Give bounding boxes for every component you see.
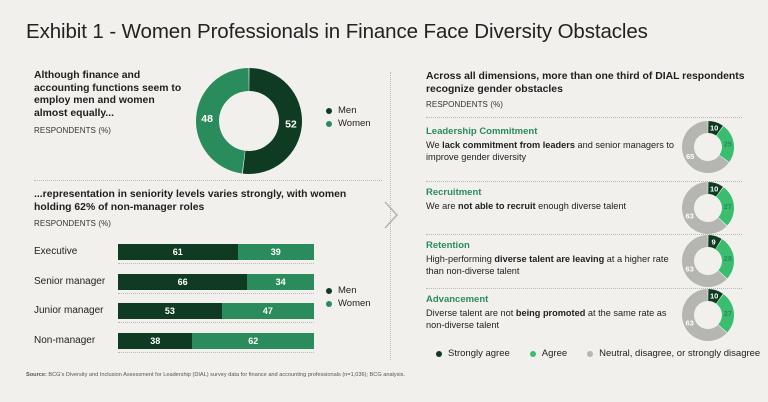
men-slice xyxy=(242,68,302,174)
agreement-legend: Strongly agree Agree Neutral, disagree, … xyxy=(436,347,760,360)
neutral-slice xyxy=(682,182,727,234)
strongly-agree-value-label: 10 xyxy=(710,124,718,133)
category-description: High-performing diverse talent are leavi… xyxy=(426,254,669,276)
category-description: We lack commitment from leaders and seni… xyxy=(426,140,675,162)
agree-value-label: 27 xyxy=(724,202,732,211)
strongly-agree-slice xyxy=(708,235,722,250)
agreement-donut-chart: 10 27 63 xyxy=(682,182,734,234)
strongly-agree-slice xyxy=(708,289,723,304)
right-heading: Across all dimensions, more than one thi… xyxy=(426,71,745,95)
page-title: Exhibit 1 - Women Professionals in Finan… xyxy=(26,20,648,43)
bar-legend-women-label: Women xyxy=(338,298,371,309)
legend-men: Men xyxy=(326,104,371,117)
bar-segment-men: 53 xyxy=(118,303,222,319)
women-slice xyxy=(196,68,249,174)
right-divider-0 xyxy=(426,117,742,118)
category-title: Recruitment xyxy=(426,187,482,198)
left-bottom-heading: ...representation in seniority levels va… xyxy=(34,189,347,213)
source-footer: Source: BCG's Diversity and Inclusion As… xyxy=(26,372,405,378)
bar-category-label: Executive xyxy=(34,246,78,257)
bar-segment-men: 66 xyxy=(118,273,248,290)
agreement-donut-chart: 9 28 63 xyxy=(682,235,734,287)
neutral-dot-icon xyxy=(587,350,594,357)
legend-women: Women xyxy=(326,117,371,130)
bar-segment-women: 47 xyxy=(221,303,314,319)
right-row-divider xyxy=(426,181,742,182)
strongly-agree-value-label: 10 xyxy=(710,292,718,301)
women-dot-icon xyxy=(326,300,332,307)
footer-text: BCG's Diversity and Inclusion Assessment… xyxy=(46,372,405,378)
agree-dot-icon xyxy=(529,350,536,357)
bar-row-divider xyxy=(118,292,314,294)
legend-strongly-agree-label: Strongly agree xyxy=(448,348,510,359)
donut-legend: Men Women xyxy=(326,104,371,130)
left-top-heading: Although finance and accounting function… xyxy=(34,70,182,119)
gender-donut-chart: 52 48 xyxy=(196,68,302,174)
footer-label: Source: xyxy=(26,372,47,378)
women-value-label: 48 xyxy=(201,113,213,125)
agree-value-label: 25 xyxy=(724,140,732,149)
strongly-agree-slice xyxy=(708,121,723,136)
bar-row-divider xyxy=(118,263,314,264)
agree-slice xyxy=(716,187,734,226)
agree-value-label: 27 xyxy=(724,309,732,318)
category-title: Leadership Commitment xyxy=(426,126,538,137)
bar-legend-men: Men xyxy=(326,284,371,297)
neutral-slice xyxy=(682,235,727,287)
legend-women-label: Women xyxy=(338,118,371,129)
bar-legend-women: Women xyxy=(326,297,371,310)
category-description: We are not able to recruit enough divers… xyxy=(426,201,627,211)
bar-legend: Men Women xyxy=(326,284,371,310)
bar-category-label: Senior manager xyxy=(34,275,106,287)
seniority-bar-chart: Executive 61 39 Senior manager 66 34 Junior ma… xyxy=(34,240,334,360)
category-description: Diverse talent are not being promoted at… xyxy=(426,308,667,330)
strongly-agree-value-label: 9 xyxy=(711,237,715,246)
men-dot-icon xyxy=(326,107,332,114)
strongly-agree-value-label: 10 xyxy=(710,185,718,194)
bar-segment-women: 34 xyxy=(247,273,314,290)
bar-row-divider xyxy=(118,351,314,353)
left-bottom-respondents: RESPONDENTS (%) xyxy=(34,219,112,228)
agree-value-label: 28 xyxy=(724,254,732,263)
neutral-value-label: 63 xyxy=(685,319,693,328)
neutral-value-label: 63 xyxy=(685,265,693,274)
legend-neutral: Neutral, disagree, or strongly disagree xyxy=(587,347,760,360)
strongly-agree-slice xyxy=(708,182,723,197)
agreement-donut-chart: 10 25 65 xyxy=(682,121,734,173)
bar-legend-men-label: Men xyxy=(338,285,357,296)
bar-category-label: Non-manager xyxy=(34,334,96,346)
category-title: Advancement xyxy=(426,294,489,305)
neutral-value-label: 63 xyxy=(685,212,693,221)
legend-men-label: Men xyxy=(338,105,357,116)
bar-segment-men: 61 xyxy=(118,244,238,260)
chevron-right-icon xyxy=(384,201,399,229)
category-title: Retention xyxy=(426,240,470,251)
agree-slice xyxy=(715,239,734,279)
agreement-donut-chart: 10 27 63 xyxy=(682,289,734,341)
strongly-agree-dot-icon xyxy=(436,350,442,357)
agree-slice xyxy=(716,294,734,333)
right-row-divider xyxy=(426,288,742,289)
neutral-value-label: 65 xyxy=(686,152,694,161)
left-top-respondents: RESPONDENTS (%) xyxy=(34,126,112,135)
right-row-divider xyxy=(426,234,742,235)
center-divider-top xyxy=(390,72,391,360)
bar-row-divider xyxy=(118,322,314,323)
women-dot-icon xyxy=(326,120,332,127)
bar-segment-men: 38 xyxy=(118,332,193,349)
legend-agree: Agree xyxy=(529,347,568,360)
left-section-divider xyxy=(34,180,382,181)
neutral-slice xyxy=(682,121,729,173)
agree-slice xyxy=(716,126,734,162)
legend-agree-label: Agree xyxy=(541,348,568,359)
bar-segment-women: 62 xyxy=(192,332,314,349)
right-respondents: RESPONDENTS (%) xyxy=(426,100,504,109)
men-value-label: 52 xyxy=(285,118,297,130)
men-dot-icon xyxy=(326,287,332,294)
neutral-slice xyxy=(682,289,727,341)
bar-segment-women: 39 xyxy=(237,244,314,260)
legend-neutral-label: Neutral, disagree, or strongly disagree xyxy=(599,348,761,359)
legend-strongly-agree: Strongly agree xyxy=(436,347,510,360)
bar-category-label: Junior manager xyxy=(34,305,104,316)
